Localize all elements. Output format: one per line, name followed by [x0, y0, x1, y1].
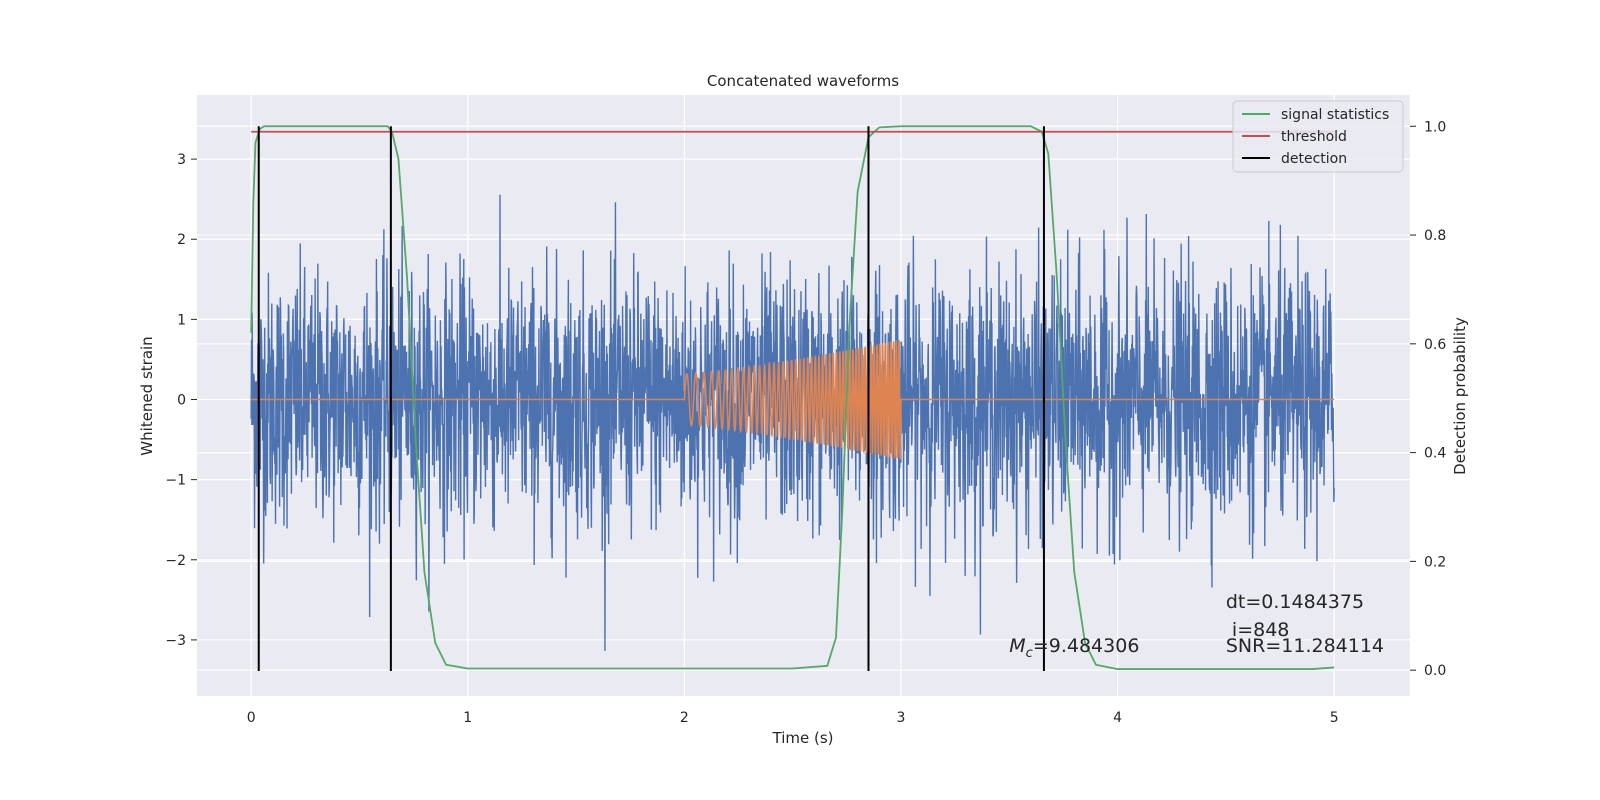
y-axis-label: Whitened strain	[138, 336, 156, 455]
y-tick-label: −2	[165, 553, 186, 569]
signal-statistics-series	[250, 125, 1335, 670]
y-tick-label: −1	[165, 473, 186, 489]
y-tick-label: 2	[177, 232, 186, 248]
y2-tick-label: 0.6	[1424, 337, 1446, 353]
y-tick-label: −3	[165, 633, 186, 649]
legend: signal statistics threshold detection	[1232, 100, 1404, 173]
x-tick-label: 0	[247, 710, 256, 726]
legend-box	[1232, 100, 1404, 173]
y-tick-label: 0	[177, 393, 186, 409]
legend-label: threshold	[1281, 129, 1347, 145]
legend-label: detection	[1281, 151, 1347, 167]
annotation: dt=0.1484375	[1226, 591, 1364, 613]
strain-line	[250, 194, 1335, 651]
x-axis-ticks: 0 1 2 3 4 5	[247, 710, 1339, 726]
detection-series	[257, 126, 1045, 671]
x-tick-label: 5	[1330, 710, 1339, 726]
x-tick-label: 1	[463, 710, 472, 726]
waveform-template-series	[251, 339, 1335, 460]
x-tick-label: 3	[897, 710, 906, 726]
y-tick-label: 1	[177, 312, 186, 328]
template-line	[251, 339, 1335, 460]
legend-label: signal statistics	[1281, 107, 1389, 123]
chart-title: Concatenated waveforms	[707, 72, 899, 90]
annotation: Mc=9.484306	[1009, 635, 1139, 661]
annotation: SNR=11.284114	[1226, 635, 1384, 657]
x-axis-label: Time (s)	[772, 729, 834, 747]
y2-axis-ticks: 0.0 0.2 0.4 0.6 0.8 1.0	[1410, 119, 1446, 679]
y2-tick-label: 0.4	[1424, 446, 1446, 462]
x-tick-label: 4	[1113, 710, 1122, 726]
whitened-strain-series	[250, 194, 1335, 651]
annotation: i=848	[1226, 619, 1290, 641]
y2-axis-label: Detection probability	[1451, 317, 1469, 475]
y-axis-ticks: −3 −2 −1 0 1 2 3	[165, 152, 197, 649]
y2-tick-label: 0.8	[1424, 228, 1446, 244]
signal-statistics-line	[250, 125, 1335, 670]
x-tick-label: 2	[680, 710, 689, 726]
y2-tick-label: 0.0	[1424, 663, 1446, 679]
y2-tick-label: 1.0	[1424, 119, 1446, 135]
y-tick-label: 3	[177, 152, 186, 168]
y2-tick-label: 0.2	[1424, 554, 1446, 570]
